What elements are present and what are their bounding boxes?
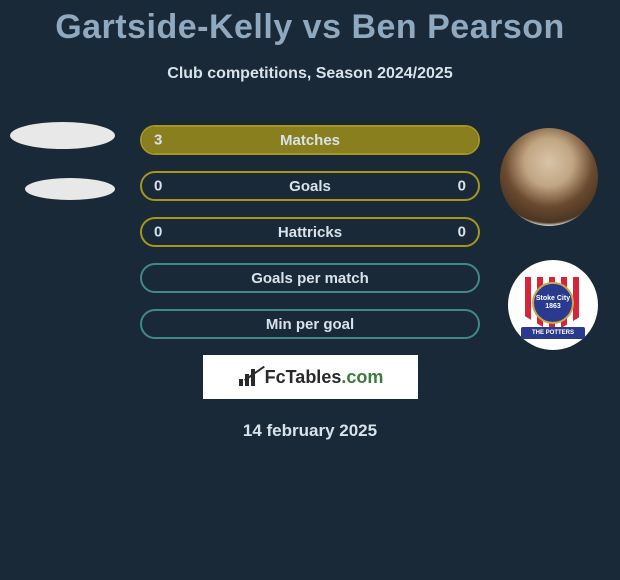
stat-value-right: 0 xyxy=(458,224,466,241)
logo-text-accent: .com xyxy=(341,367,383,387)
chart-icon xyxy=(237,368,259,386)
stat-label: Goals per match xyxy=(251,270,369,287)
stat-row: 0 Hattricks 0 xyxy=(140,217,480,247)
subtitle: Club competitions, Season 2024/2025 xyxy=(0,65,620,83)
stat-row: 0 Goals 0 xyxy=(140,171,480,201)
stat-value-left: 3 xyxy=(154,132,162,149)
stat-row: Goals per match xyxy=(140,263,480,293)
stat-row: 3 Matches xyxy=(140,125,480,155)
stats-container: 3 Matches 0 Goals 0 0 Hattricks 0 Goals per matc… xyxy=(0,125,620,339)
stat-value-right: 0 xyxy=(458,178,466,195)
stat-label: Goals xyxy=(289,178,331,195)
logo-text-main: FcTables xyxy=(265,367,342,387)
date-label: 14 february 2025 xyxy=(0,421,620,441)
page-title: Gartside-Kelly vs Ben Pearson xyxy=(0,0,620,47)
fctables-logo: FcTables.com xyxy=(203,355,418,399)
stat-label: Hattricks xyxy=(278,224,342,241)
stat-row: Min per goal xyxy=(140,309,480,339)
stat-value-left: 0 xyxy=(154,224,162,241)
stat-label: Min per goal xyxy=(266,316,354,333)
stat-value-left: 0 xyxy=(154,178,162,195)
stat-label: Matches xyxy=(280,132,340,149)
